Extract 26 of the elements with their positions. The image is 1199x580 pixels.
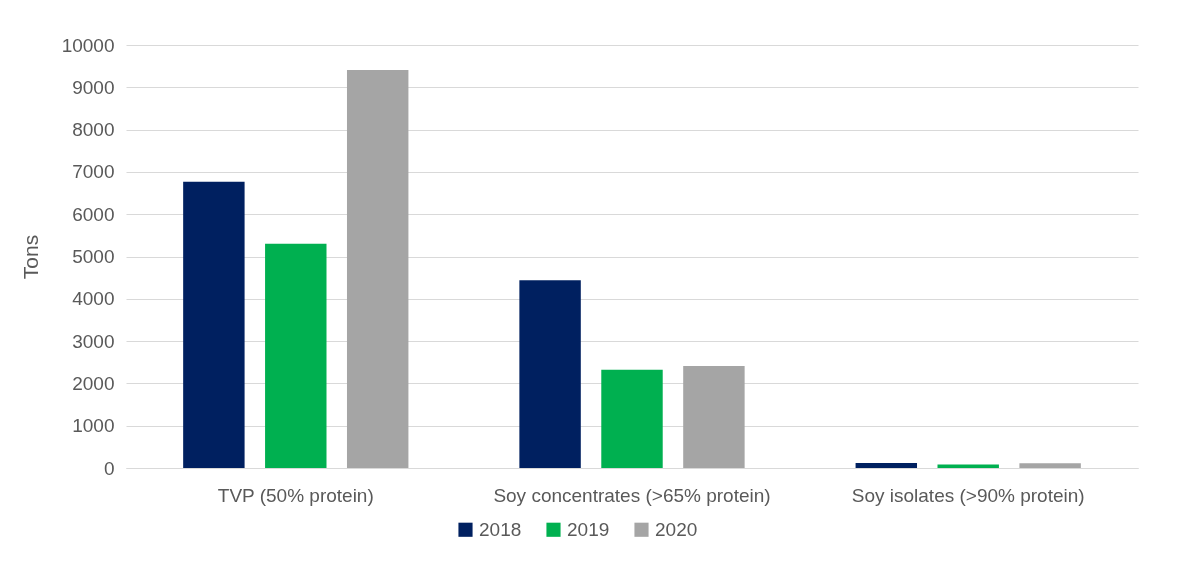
bar: [601, 369, 663, 468]
bar: [519, 280, 581, 468]
bar: [855, 462, 918, 468]
y-tick-label: 0: [103, 457, 115, 479]
bar: [265, 243, 327, 468]
x-tick-label: TVP (50% protein): [217, 484, 374, 506]
y-tick-label: 8000: [72, 119, 115, 141]
bar: [183, 181, 245, 468]
x-tick-label: Soy concentrates (>65% protein): [493, 484, 771, 506]
y-tick-label: 10000: [61, 34, 115, 56]
legend-label: 2019: [567, 518, 610, 540]
y-tick-label: 2000: [72, 372, 115, 394]
y-tick-label: 5000: [72, 246, 115, 267]
legend-label: 2020: [655, 518, 698, 540]
y-tick-label: 1000: [72, 415, 115, 437]
y-tick-label: 3000: [72, 330, 115, 352]
y-tick-label: 7000: [72, 161, 115, 183]
legend-label: 2018: [479, 518, 522, 540]
y-tick-label: 9000: [72, 76, 115, 98]
bar: [683, 366, 745, 468]
y-axis-title: Tons: [18, 234, 42, 280]
bar: [346, 69, 409, 468]
x-tick-label: Soy isolates (>90% protein): [851, 484, 1085, 506]
y-tick-label: 4000: [72, 288, 115, 310]
y-tick-label: 6000: [72, 203, 115, 225]
bar: [1019, 463, 1081, 468]
